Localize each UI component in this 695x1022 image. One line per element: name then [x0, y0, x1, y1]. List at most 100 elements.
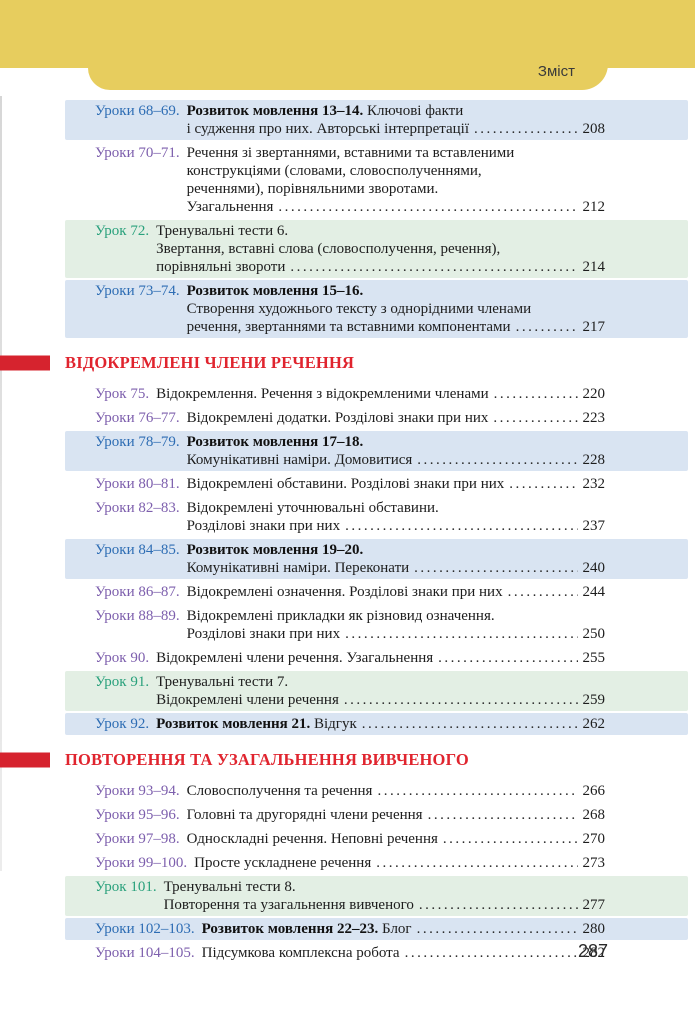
entry-line: і судження про них. Авторські інтерпрета… [186, 121, 606, 137]
lesson-label: Уроки 104–105. [95, 945, 195, 961]
toc-entry: Урок 92. Розвиток мовлення 21. Відгук....… [65, 713, 688, 735]
entry-page-number: 270 [582, 831, 606, 847]
section-marker-bar [0, 752, 50, 768]
entry-page-number: 277 [582, 897, 606, 913]
entry-line: Просте ускладнене речення...............… [194, 855, 605, 871]
entry-page-number: 250 [582, 626, 606, 642]
entry-line: реченнями), порівняльними зворотами. [186, 181, 439, 197]
toc-group: Уроки 68–69. Розвиток мовлення 13–14. Клю… [65, 100, 688, 338]
toc-entry: Уроки 84–85. Розвиток мовлення 19–20. Кому… [65, 539, 688, 579]
dots-leader: ........................................… [377, 783, 578, 799]
toc-entry: Уроки 104–105. Підсумкова комплексна робо… [65, 942, 688, 964]
entry-line: Створення художнього тексту з однорідним… [186, 301, 532, 317]
dots-leader: ........................................… [414, 560, 577, 576]
lesson-label: Уроки 95–96. [95, 807, 180, 823]
dots-leader: ........................................… [438, 650, 577, 666]
section-heading: ПОВТОРЕННЯ ТА УЗАГАЛЬНЕННЯ ВИВЧЕНОГО [0, 749, 688, 771]
dots-leader: ........................................… [345, 518, 577, 534]
toc-entry: Урок 91. Тренувальні тести 7. Відокремлені… [65, 671, 688, 711]
entry-page-number: 212 [582, 199, 606, 215]
dots-leader: ........................................… [416, 921, 578, 937]
dots-leader: ........................................… [278, 199, 578, 215]
lesson-label: Уроки 82–83. [95, 500, 180, 516]
dots-leader: ........................................… [442, 831, 578, 847]
entry-line: Розвиток мовлення 19–20. [186, 542, 364, 558]
entry-page-number: 217 [582, 319, 606, 335]
lesson-label: Уроки 76–77. [95, 410, 180, 426]
lesson-label: Уроки 68–69. [95, 103, 180, 119]
entry-page-number: 240 [582, 560, 606, 576]
lesson-label: Урок 75. [95, 386, 150, 402]
entry-page-number: 259 [582, 692, 606, 708]
entry-page-number: 228 [582, 452, 606, 468]
dots-leader: ........................................… [345, 626, 577, 642]
toc-entry: Уроки 82–83. Відокремлені уточнювальні об… [65, 497, 688, 537]
entry-line: Відокремлені означення. Розділові знаки … [186, 584, 606, 600]
toc-entry: Урок 90. Відокремлені члени речення. Узаг… [65, 647, 688, 669]
entry-line: Відокремлені прикладки як різновид означ… [186, 608, 495, 624]
toc-entry: Урок 75. Відокремлення. Речення з відокре… [65, 383, 688, 405]
toc-entry: Уроки 80–81. Відокремлені обставини. Розд… [65, 473, 688, 495]
lesson-label: Уроки 70–71. [95, 145, 180, 161]
entry-line: Розвиток мовлення 17–18. [186, 434, 364, 450]
entry-line: Комунікативні наміри. Домовитися........… [186, 452, 606, 468]
entry-line: Відокремлені члени речення..............… [156, 692, 606, 708]
dots-leader: ........................................… [493, 386, 578, 402]
lesson-label: Уроки 97–98. [95, 831, 180, 847]
section-heading-text: ВІДОКРЕМЛЕНІ ЧЛЕНИ РЕЧЕННЯ [65, 353, 355, 372]
entry-line: Відокремлені уточнювальні обставини. [186, 500, 439, 516]
entry-line: Підсумкова комплексна робота............… [201, 945, 606, 961]
entry-line: Тренувальні тести 7. [156, 674, 289, 690]
entry-line: Відокремлені додатки. Розділові знаки пр… [186, 410, 606, 426]
entry-line: Речення зі звертаннями, вставними та вст… [186, 145, 515, 161]
entry-page-number: 268 [582, 807, 606, 823]
dots-leader: ........................................… [509, 476, 578, 492]
entry-page-number: 244 [582, 584, 606, 600]
dots-leader: ........................................… [418, 897, 578, 913]
entry-line: Відокремлені обставини. Розділові знаки … [186, 476, 606, 492]
section-marker-bar [0, 355, 50, 371]
toc-entry: Уроки 86–87. Відокремлені означення. Розд… [65, 581, 688, 603]
entry-line: Звертання, вставні слова (словосполученн… [156, 241, 501, 257]
lesson-label: Уроки 88–89. [95, 608, 180, 624]
toc-entry: Урок 101. Тренувальні тести 8. Повторення … [65, 876, 688, 916]
lesson-label: Уроки 80–81. [95, 476, 180, 492]
entry-page-number: 282 [582, 945, 606, 961]
entry-line: Комунікативні наміри. Переконати........… [186, 560, 606, 576]
entry-line: Розвиток мовлення 21. Відгук............… [156, 716, 605, 732]
dots-leader: ........................................… [343, 692, 578, 708]
dots-leader: ........................................… [474, 121, 577, 137]
dots-leader: ........................................… [417, 452, 578, 468]
lesson-label: Уроки 86–87. [95, 584, 180, 600]
toc-entry: Уроки 73–74. Розвиток мовлення 15–16. Ство… [65, 280, 688, 338]
toc-entry: Уроки 70–71. Речення зі звертаннями, вста… [65, 142, 688, 218]
dots-leader: ........................................… [515, 319, 578, 335]
entry-page-number: 208 [582, 121, 606, 137]
entry-page-number: 232 [582, 476, 606, 492]
contents-tab: Зміст [88, 0, 608, 90]
lesson-label: Урок 72. [95, 223, 150, 239]
entry-page-number: 255 [582, 650, 606, 666]
toc-entry: Уроки 76–77. Відокремлені додатки. Розділ… [65, 407, 688, 429]
entry-line: Розвиток мовлення 15–16. [186, 283, 364, 299]
toc-entry: Уроки 88–89. Відокремлені прикладки як рі… [65, 605, 688, 645]
toc-entry: Уроки 68–69. Розвиток мовлення 13–14. Клю… [65, 100, 688, 140]
entry-line: Головні та другорядні члени речення.....… [186, 807, 606, 823]
toc-entry: Уроки 78–79. Розвиток мовлення 17–18. Кому… [65, 431, 688, 471]
entry-line: конструкціями (словами, словосполученням… [186, 163, 482, 179]
entry-line: Розділові знаки при них.................… [186, 518, 606, 534]
lesson-label: Урок 91. [95, 674, 150, 690]
entry-line: Відокремлені члени речення. Узагальнення… [156, 650, 606, 666]
entry-line: Відокремлення. Речення з відокремленими … [156, 386, 606, 402]
entry-page-number: 223 [582, 410, 606, 426]
toc-group: ВІДОКРЕМЛЕНІ ЧЛЕНИ РЕЧЕННЯ Урок 75. Відокр… [0, 352, 688, 735]
toc-group: ПОВТОРЕННЯ ТА УЗАГАЛЬНЕННЯ ВИВЧЕНОГО Урок… [0, 749, 688, 964]
section-heading: ВІДОКРЕМЛЕНІ ЧЛЕНИ РЕЧЕННЯ [0, 352, 688, 374]
entry-page-number: 220 [582, 386, 606, 402]
entry-page-number: 237 [582, 518, 606, 534]
toc: Уроки 68–69. Розвиток мовлення 13–14. Клю… [0, 100, 688, 966]
lesson-label: Урок 101. [95, 879, 157, 895]
lesson-label: Уроки 84–85. [95, 542, 180, 558]
toc-entry: Уроки 93–94. Словосполучення та речення..… [65, 780, 688, 802]
contents-tab-label: Зміст [537, 63, 575, 80]
